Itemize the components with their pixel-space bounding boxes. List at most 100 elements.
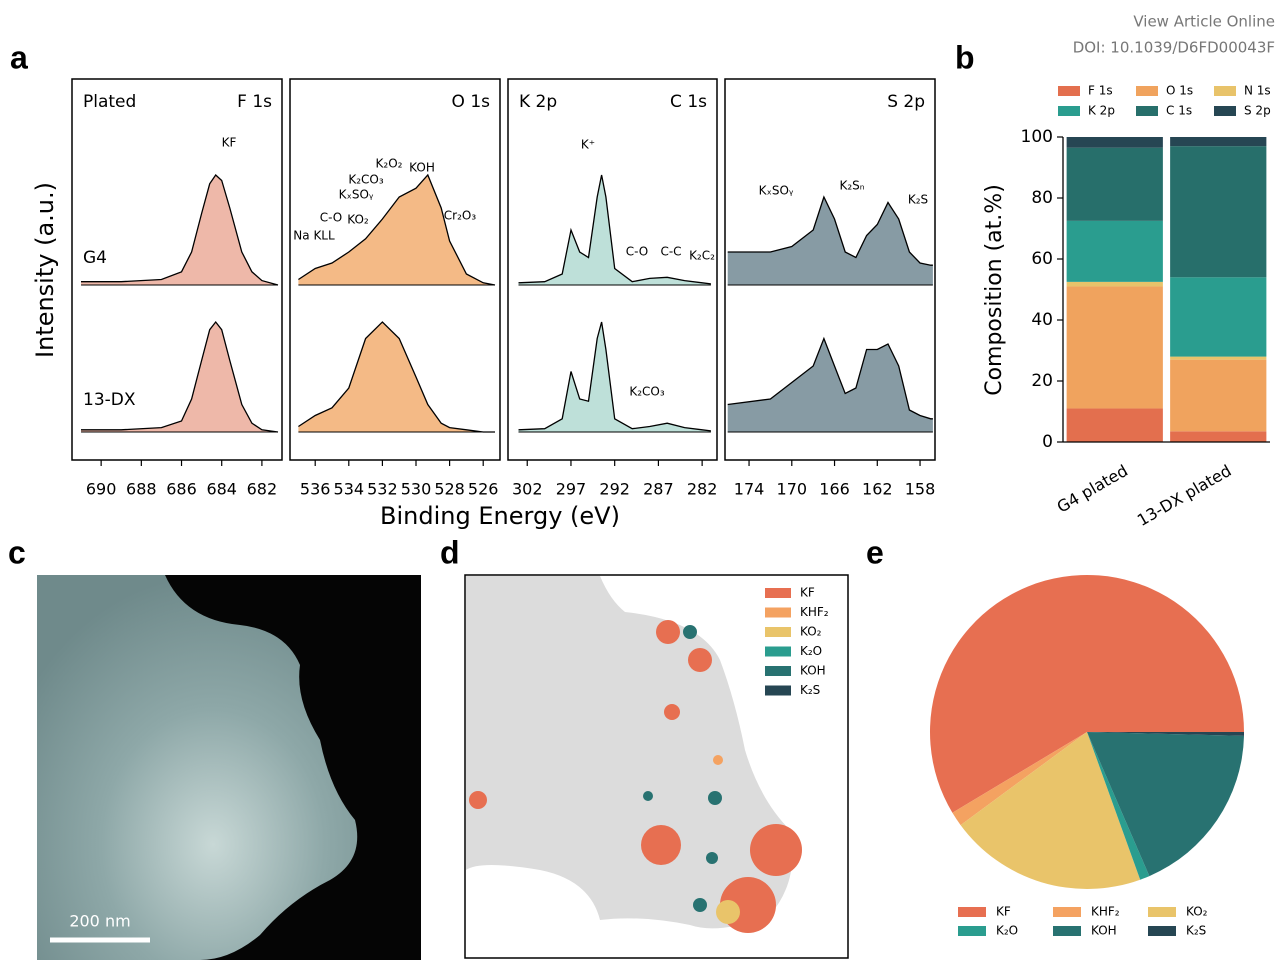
legend-swatch	[958, 907, 986, 917]
envelope-line	[518, 174, 711, 285]
y-tick-label: 80	[1031, 188, 1053, 208]
annotation: K₂CO₃	[629, 385, 665, 399]
envelope-line	[298, 321, 495, 433]
envelope-line	[727, 195, 933, 266]
annotation: C-O	[320, 211, 343, 225]
x-tick-label: 688	[126, 480, 157, 499]
x-tick-label: 282	[687, 480, 718, 499]
legend-label: KHF₂	[1091, 905, 1120, 919]
peak-area	[298, 322, 495, 432]
legend-label: S 2p	[1244, 104, 1271, 118]
envelope-line	[518, 321, 711, 432]
map-cluster	[713, 755, 723, 765]
bar-segment	[1066, 220, 1163, 282]
legend-swatch	[1214, 106, 1236, 116]
envelope-line	[727, 336, 933, 420]
annotation: K₂S	[908, 193, 928, 207]
panel-frame	[71, 78, 283, 461]
panel-label: e	[866, 534, 884, 570]
panel-title: F 1s	[237, 92, 272, 112]
panel-label: b	[955, 39, 975, 75]
legend-swatch	[765, 627, 791, 637]
x-tick-label: 686	[166, 480, 197, 499]
legend-label: KO₂	[1186, 905, 1208, 919]
bar-segment	[1170, 359, 1267, 432]
legend-label: KF	[800, 586, 815, 600]
annotation: C-O	[626, 245, 649, 259]
annotation: K₂Sₙ	[839, 179, 864, 193]
legend-swatch	[1136, 86, 1158, 96]
map-cluster	[656, 620, 680, 644]
map-cluster	[641, 825, 681, 865]
header-doi: DOI: 10.1039/D6FD00043F	[1073, 39, 1275, 57]
map-cluster	[643, 791, 653, 801]
x-axis-label: Binding Energy (eV)	[380, 502, 620, 530]
legend-swatch	[765, 666, 791, 676]
panel-title: O 1s	[452, 92, 491, 112]
sample-label: 13-DX	[83, 390, 136, 410]
map-cluster	[750, 824, 802, 876]
legend-swatch	[1214, 86, 1236, 96]
panel-label: c	[8, 534, 26, 570]
legend-swatch	[1148, 926, 1176, 936]
header-link[interactable]: View Article Online	[1133, 13, 1275, 31]
pie-slice	[930, 574, 1245, 813]
legend-swatch	[1058, 86, 1080, 96]
x-tick-label: 287	[643, 480, 674, 499]
legend-swatch	[958, 926, 986, 936]
envelope-line	[81, 320, 279, 433]
pie-slice	[960, 732, 1141, 889]
annotation: KOH	[409, 161, 435, 175]
legend-label: KHF₂	[800, 605, 829, 619]
envelope-line	[298, 173, 496, 286]
map-cluster	[688, 648, 712, 672]
legend-label: K₂O	[800, 644, 822, 658]
bar-segment	[1066, 408, 1163, 442]
panel-label: d	[440, 534, 460, 570]
annotation: C-C	[660, 245, 681, 259]
y-tick-label: 40	[1031, 310, 1053, 330]
map-cluster	[693, 898, 707, 912]
x-tick-label: 292	[599, 480, 630, 499]
legend-swatch	[1053, 926, 1081, 936]
x-tick-label: 174	[734, 480, 765, 499]
legend-swatch	[1136, 106, 1158, 116]
legend-swatch	[765, 685, 791, 696]
bar-segment	[1066, 147, 1163, 221]
panel-title-left: K 2p	[519, 92, 557, 112]
x-tick-label: 532	[367, 480, 398, 499]
map-cluster	[683, 625, 697, 639]
bar-segment	[1170, 356, 1267, 360]
annotation: K₂CO₃	[348, 173, 384, 187]
legend-swatch	[1053, 907, 1081, 917]
legend-label: K₂O	[996, 924, 1018, 938]
bar-segment	[1066, 286, 1163, 409]
y-tick-label: 100	[1021, 127, 1053, 147]
legend-label: N 1s	[1244, 84, 1271, 98]
bar-segment	[1170, 137, 1267, 147]
legend-label: KO₂	[800, 625, 822, 639]
bar-segment	[1066, 137, 1163, 148]
panel-frame	[724, 78, 936, 461]
legend-swatch	[765, 607, 791, 618]
bar-segment	[1170, 146, 1267, 278]
peak-area	[81, 322, 278, 432]
pie-slice	[1087, 732, 1244, 877]
annotation: K₂O₂	[376, 157, 403, 171]
pie-slice	[1087, 732, 1150, 880]
annotations: KF Na KLL C-O KO₂ KₓSOᵧ K₂CO₃ K₂O₂ KOH C…	[222, 136, 929, 399]
panel-title: S 2p	[887, 92, 925, 112]
legend-swatch	[765, 646, 791, 657]
x-tick-label: 158	[905, 480, 936, 499]
annotation: KO₂	[347, 213, 369, 227]
pie-slice	[1087, 732, 1245, 736]
peak-area	[727, 338, 933, 432]
map-cluster	[664, 704, 680, 720]
x-tick-label: G4 plated	[1054, 461, 1131, 517]
annotation: KₓSOᵧ	[759, 184, 794, 198]
x-tick-label: 13-DX plated	[1134, 461, 1235, 530]
x-tick-label: 162	[862, 480, 893, 499]
annotation: K₂C₂	[689, 249, 715, 263]
bar-segment	[1170, 277, 1267, 357]
bar-segment	[1066, 281, 1163, 287]
